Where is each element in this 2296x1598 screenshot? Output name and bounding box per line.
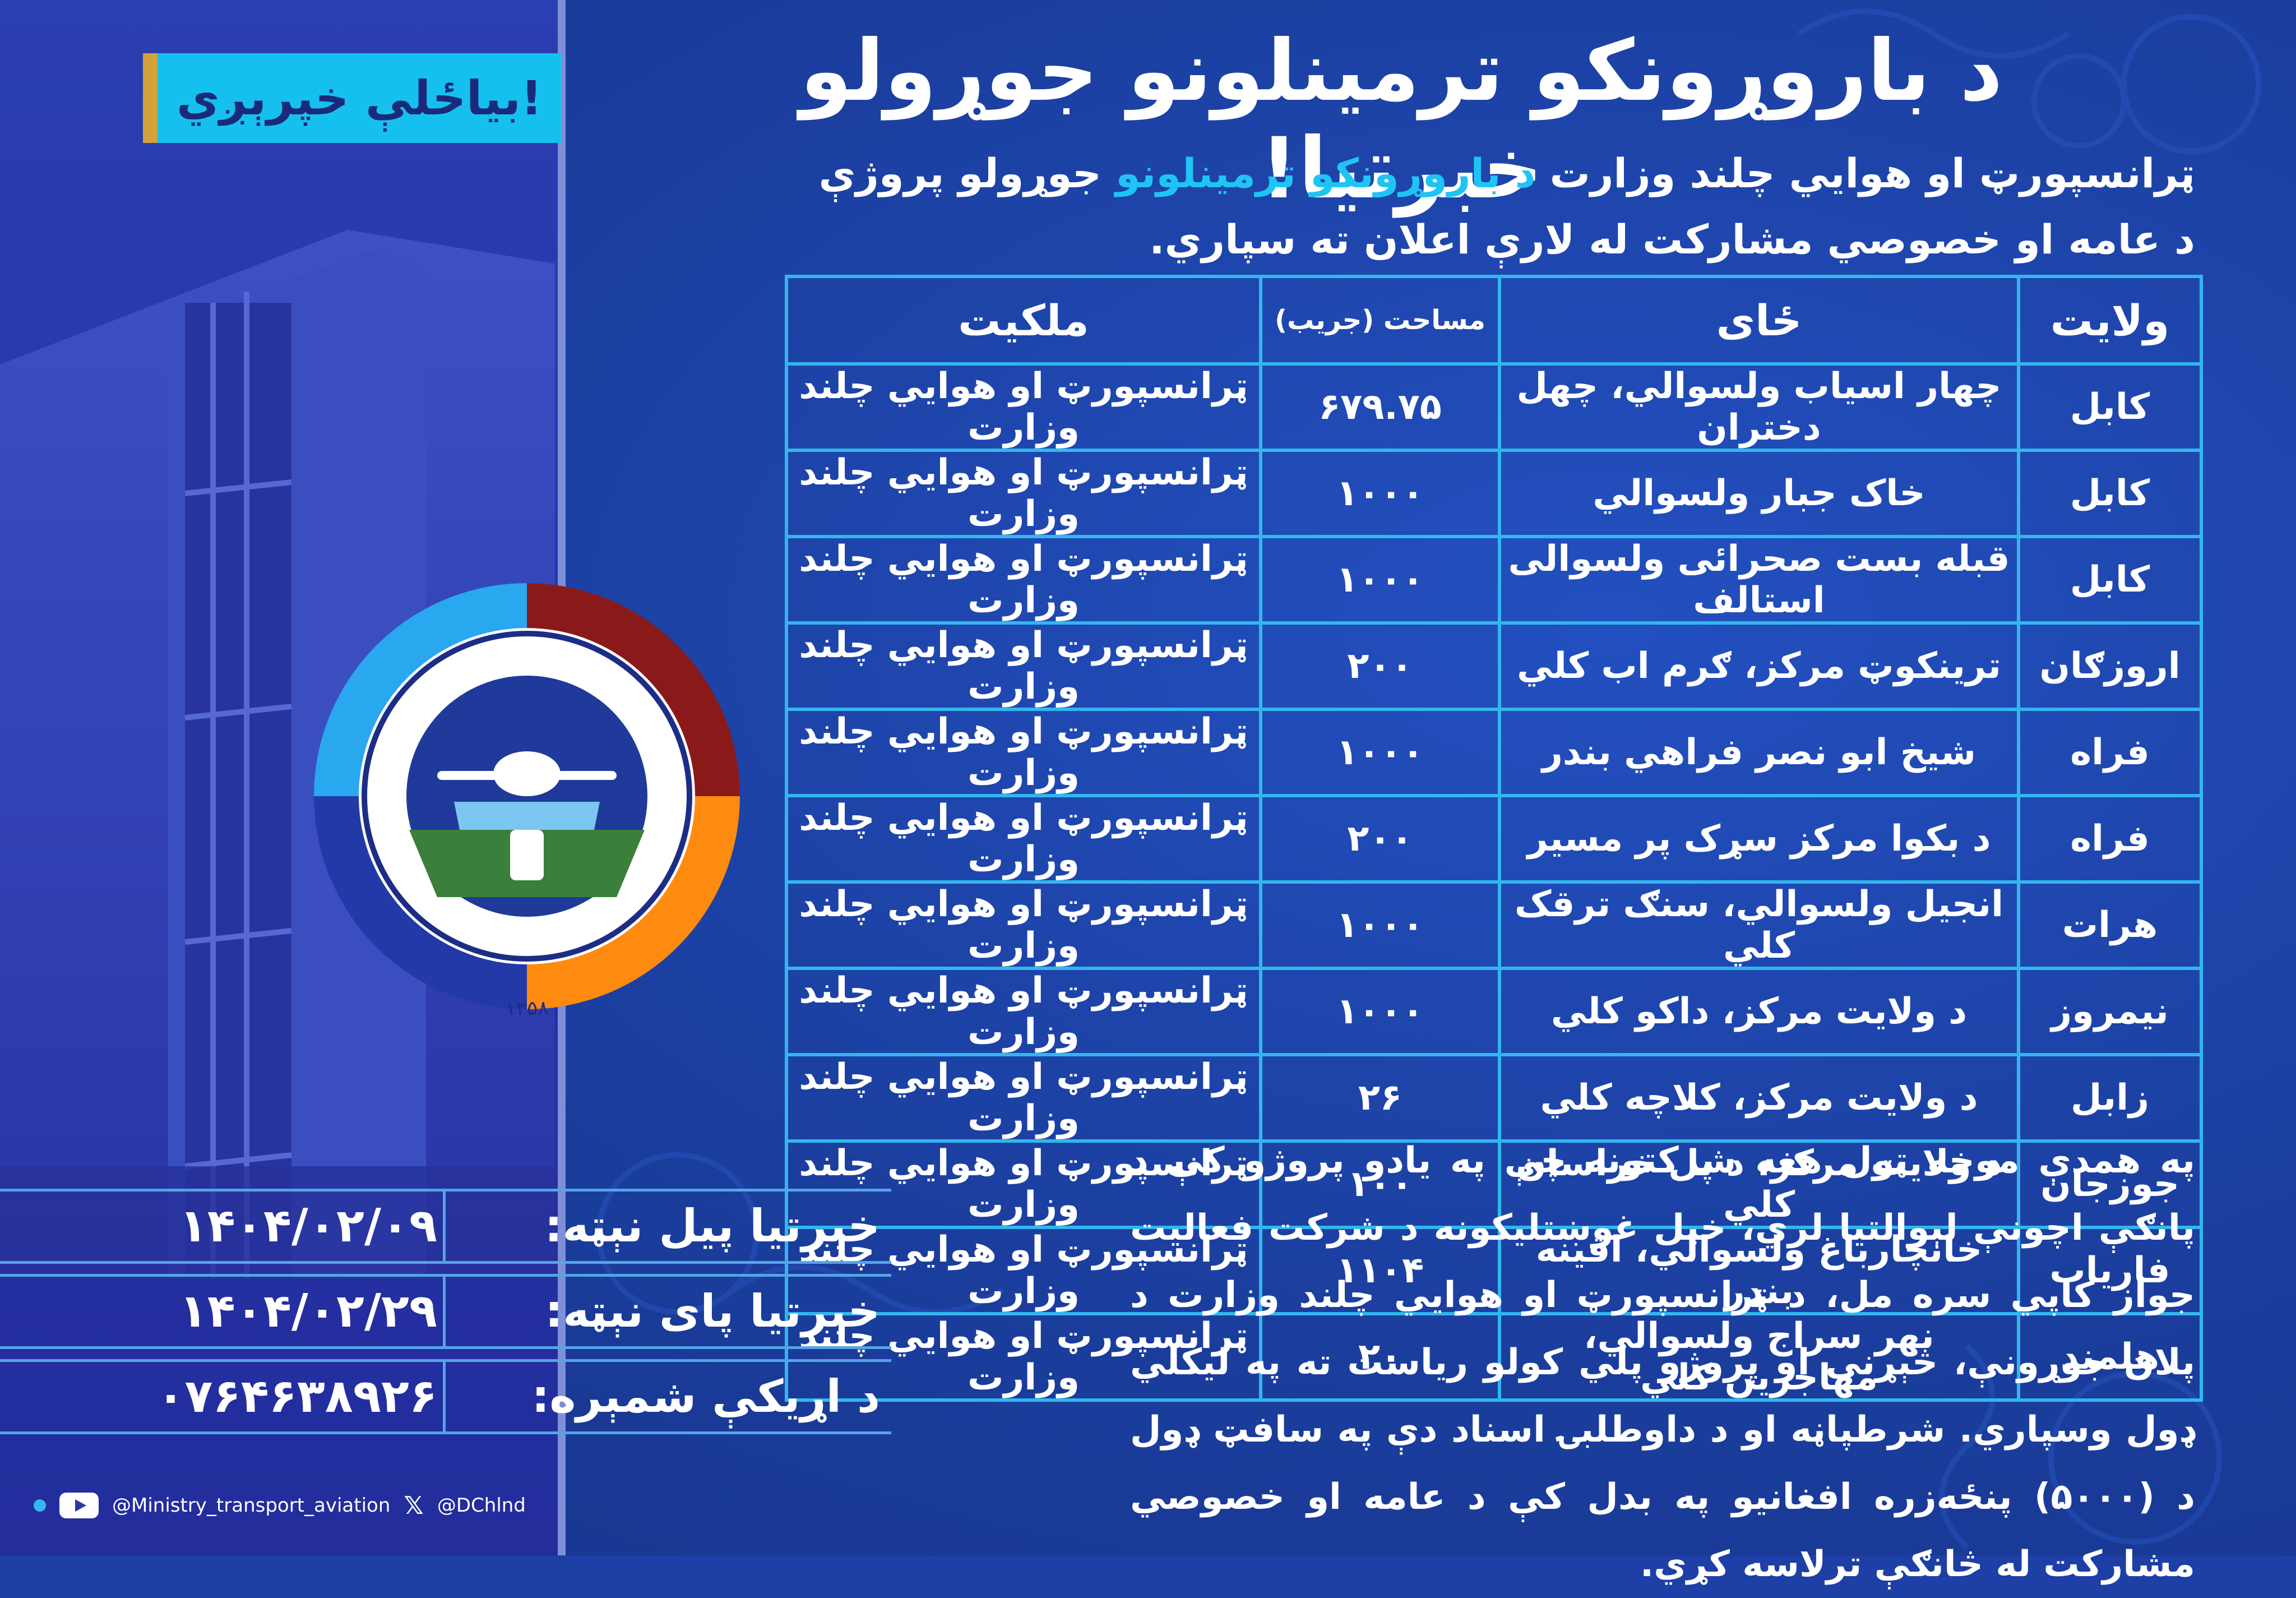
cell-area: ۱۰۰۰ [1259,880,1501,970]
cell-province: کابل [2017,449,2203,538]
cell-ownership: ټرانسپورټ او هوايي چلند وزارت [785,1053,1262,1143]
table-row: زابل د ولایت مرکز، کلاچه کلي ۲۶ ټرانسپورټ ا… [785,1053,2203,1143]
intro-pre: ټرانسپورټ او هوايي چلند وزارت [1549,150,2195,197]
cell-ownership: ټرانسپورټ او هوايي چلند وزارت [785,449,1262,538]
cell-province: نیمروز [2017,967,2203,1056]
cell-province: کابل [2017,362,2203,452]
intro-line2: د عامه او خصوصي مشارکت له لارې اعلان ته … [1149,216,2195,263]
building-image [0,230,555,1278]
end-date-row: ۱۴۰۴/۰۲/۲۹ خبرتیا پای نېټه: [0,1274,891,1349]
table-row: جوزجان د ولایت مرکز، د پل خراسان کلي ۱۰۰ ټر… [785,1139,2203,1229]
table-row: فراه شیخ ابو نصر فراهي بندر ۱۰۰۰ ټرانسپورټ … [785,708,2203,797]
cell-province: فراه [2017,708,2203,797]
cell-area: ۱۱۰۴ [1259,1226,1501,1315]
cell-place: د ولایت مرکز، کلاچه کلي [1498,1053,2020,1143]
badge-label: بیاځلې خپرېږي! [176,71,543,126]
cell-place: انجیل ولسوالي، سنګ ترقک کلي [1498,880,2020,970]
terminal-sites-table: ولایت ځای مساحت (جریب) ملکیت کابل چهار اس… [785,275,2203,1402]
cell-province: فراه [2017,794,2203,884]
cell-area: ۱۰۰ [1259,1139,1501,1229]
cell-area: ۲۰ [1259,1312,1501,1402]
table-row: هرات انجیل ولسوالي، سنګ ترقک کلي ۱۰۰۰ ټرانس… [785,880,2203,970]
table-row: کابل قبله بست صحرائی ولسوالی استالف ۱۰۰۰ ټر… [785,535,2203,625]
x-handle[interactable]: @DChlnd [437,1494,526,1517]
start-date-value: ۱۴۰۴/۰۲/۰۹ [179,1199,437,1253]
social-footer: @Ministry_transport_aviation 𝕏 @DChlnd [34,1491,526,1520]
breaking-badge: بیاځلې خپرېږي! [143,53,561,143]
start-date-row: ۱۴۰۴/۰۲/۰۹ خبرتیا پیل نېټه: [0,1189,891,1264]
cell-place: چهار اسیاب ولسوالي، چهل دختران [1498,362,2020,452]
cell-area: ۱۰۰۰ [1259,449,1501,538]
cell-area: ۱۰۰۰ [1259,535,1501,625]
header-place: ځای [1498,275,2020,366]
youtube-handle[interactable]: @Ministry_transport_aviation [112,1494,391,1517]
cell-ownership: ټرانسپورټ او هوايي چلند وزارت [785,362,1262,452]
end-date-label: خبرتیا پای نېټه: [545,1285,880,1337]
table-row: اروزګان ترینکوټ مرکز، ګرم اب کلي ۲۰۰ ټرانسپ… [785,621,2203,711]
cell-ownership: ټرانسپورټ او هوايي چلند وزارت [785,535,1262,625]
header-ownership: ملکیت [785,275,1262,366]
cell-ownership: ټرانسپورټ او هوايي چلند وزارت [785,1312,1262,1402]
table-row: کابل خاک جبار ولسوالي ۱۰۰۰ ټرانسپورټ او هوا… [785,449,2203,538]
cell-ownership: ټرانسپورټ او هوايي چلند وزارت [785,967,1262,1056]
cell-place: نهر سراج ولسوالي، مهاجرین کلي [1498,1312,2020,1402]
intro-highlight: د باروړونکو ترمینلونو [1115,150,1536,197]
cell-place: د ولایت مرکز، داکو کلي [1498,967,2020,1056]
cell-province: جوزجان [2017,1139,2203,1229]
cell-place: ترینکوټ مرکز، ګرم اب کلي [1498,621,2020,711]
table-row: هلمند نهر سراج ولسوالي، مهاجرین کلي ۲۰ ټران… [785,1312,2203,1402]
end-date-value: ۱۴۰۴/۰۲/۲۹ [179,1285,437,1338]
cell-province: فاریاب [2017,1226,2203,1315]
cell-place: خانچارباغ ولسوالي، اقینه بندر [1498,1226,2020,1315]
youtube-icon[interactable] [59,1493,99,1518]
row-separator [443,1191,446,1261]
table-row: نیمروز د ولایت مرکز، داکو کلي ۱۰۰۰ ټرانسپور… [785,967,2203,1056]
table-row: فراه د بکوا مرکز سړک پر مسیر ۲۰۰ ټرانسپورټ … [785,794,2203,884]
cell-province: زابل [2017,1053,2203,1143]
cell-province: هلمند [2017,1312,2203,1402]
table-header-row: ولایت ځای مساحت (جریب) ملکیت [785,275,2203,366]
header-province: ولایت [2017,275,2203,366]
contact-value: ۰۷۶۴۶۳۸۹۲۶ [156,1370,438,1423]
cell-ownership: ټرانسپورټ او هوايي چلند وزارت [785,621,1262,711]
cell-area: ۲۶ [1259,1053,1501,1143]
row-separator [443,1277,446,1346]
cell-ownership: ټرانسپورټ او هوايي چلند وزارت [785,1139,1262,1229]
header-area: مساحت (جریب) [1259,275,1501,366]
bullet-icon [34,1499,46,1512]
table-row: کابل چهار اسیاب ولسوالي، چهل دختران ۶۷۹.۷۵… [785,362,2203,452]
emblem-year: ۱۳۵۸ [505,997,548,1020]
cell-area: ۱۰۰۰ [1259,967,1501,1056]
cell-area: ۲۰۰ [1259,621,1501,711]
x-logo-icon[interactable]: 𝕏 [404,1491,424,1520]
cell-area: ۲۰۰ [1259,794,1501,884]
cell-ownership: ټرانسپورټ او هوايي چلند وزارت [785,880,1262,970]
cell-ownership: ټرانسپورټ او هوايي چلند وزارت [785,1226,1262,1315]
cell-area: ۶۷۹.۷۵ [1259,362,1501,452]
contact-row: ۰۷۶۴۶۳۸۹۲۶ د اړیکې شمېره: [0,1359,891,1434]
cell-place: خاک جبار ولسوالي [1498,449,2020,538]
cell-province: هرات [2017,880,2203,970]
intro-post: جوړولو پروژې [818,150,1101,197]
row-separator [443,1362,446,1431]
cell-province: اروزګان [2017,621,2203,711]
cell-place: شیخ ابو نصر فراهي بندر [1498,708,2020,797]
table-row: فاریاب خانچارباغ ولسوالي، اقینه بندر ۱۱۰۴ ټ… [785,1226,2203,1315]
cell-province: کابل [2017,535,2203,625]
cell-ownership: ټرانسپورټ او هوايي چلند وزارت [785,708,1262,797]
ministry-emblem: ۱۳۵۸ [314,583,740,1020]
cell-place: د ولایت مرکز، د پل خراسان کلي [1498,1139,2020,1229]
cell-place: قبله بست صحرائی ولسوالی استالف [1498,535,2020,625]
intro-text: ټرانسپورټ او هوايي چلند وزارت د باروړونک… [682,140,2195,273]
start-date-label: خبرتیا پیل نېټه: [544,1200,880,1252]
cell-ownership: ټرانسپورټ او هوايي چلند وزارت [785,794,1262,884]
cell-place: د بکوا مرکز سړک پر مسیر [1498,794,2020,884]
page-title: د باروړونکو ترمینلونو جوړولو خبرتیا! [800,22,2003,218]
cell-area: ۱۰۰۰ [1259,708,1501,797]
contact-label: د اړیکې شمېره: [531,1370,880,1423]
announcement-body: په همدې موخه ټول هغه شرکتونه چې په یادو … [1130,1140,2196,1585]
